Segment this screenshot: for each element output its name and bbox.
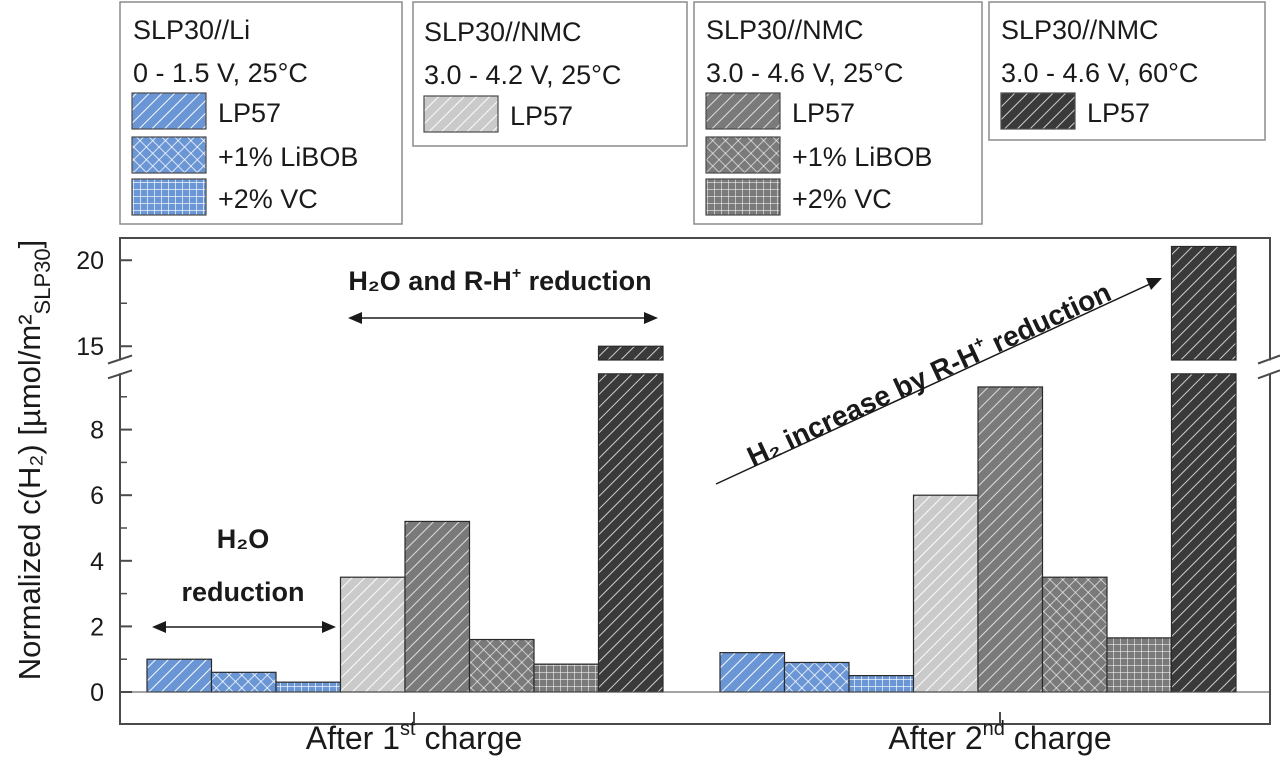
- legend-1-subtitle: 0 - 1.5 V, 25°C: [133, 58, 308, 88]
- legend-3-entry-3: +2% VC: [792, 184, 892, 214]
- arrow-right-icon: [322, 621, 336, 633]
- bar-series-1-cat-2: [719, 652, 786, 693]
- axis-break-mark: [107, 354, 133, 365]
- bar-series-3-cat-1: [275, 681, 342, 693]
- bar-series-6-cat-2: [1041, 576, 1108, 693]
- bar-series-8-cat-1-lower: [597, 373, 664, 693]
- legend-1-swatch-1: [131, 92, 207, 130]
- y-tick-label: 0: [90, 679, 104, 707]
- bar-series-5-cat-2: [977, 386, 1044, 693]
- arrow-left-icon: [152, 621, 166, 633]
- bar-series-6-cat-1: [468, 638, 535, 693]
- bar-series-8-cat-1-upper: [597, 345, 664, 361]
- y-tick-label: 8: [90, 417, 104, 445]
- x-category-label-1: After 1st charge: [306, 718, 523, 756]
- legend-1-swatch-2: [131, 136, 207, 174]
- annotation-h2-increase-arrow: [715, 282, 1153, 485]
- y-tick-label: 15: [76, 333, 104, 361]
- bar-series-2-cat-1: [210, 671, 277, 693]
- legend-1-entry-1: LP57: [218, 98, 281, 128]
- axis-break-mark: [107, 369, 133, 380]
- bar-series-8-cat-2-upper: [1170, 245, 1237, 361]
- y-tick-label: 2: [90, 613, 104, 641]
- legend-3-subtitle: 3.0 - 4.6 V, 25°C: [706, 58, 903, 88]
- bar-series-4-cat-1: [339, 576, 406, 693]
- annotation-h2o-rh: H₂O and R-H+ reduction: [348, 265, 651, 296]
- y-tick-label: 6: [90, 482, 104, 510]
- axis-break-gap: [112, 360, 130, 374]
- legend-1-title: SLP30//Li: [133, 15, 250, 45]
- legend-4-entry-1: LP57: [1087, 98, 1150, 128]
- y-axis-label: Normalized c(H₂) [µmol/m²SLP30]: [12, 240, 55, 680]
- legend-3-title: SLP30//NMC: [706, 15, 864, 45]
- legend-4-swatch-1: [1000, 92, 1076, 130]
- arrow-up-right-icon: [1146, 278, 1162, 290]
- annotation-h2o-line2: reduction: [181, 577, 304, 607]
- bar-series-8-cat-2-lower: [1170, 373, 1237, 693]
- legend-1-entry-2: +1% LiBOB: [218, 142, 358, 172]
- y-tick-label: 20: [76, 247, 104, 275]
- y-tick-label: 4: [90, 548, 104, 576]
- legend-3-swatch-2: [705, 136, 781, 174]
- axis-break-mark: [1257, 369, 1280, 380]
- legend-2-subtitle: 3.0 - 4.2 V, 25°C: [424, 60, 621, 90]
- bar-series-3-cat-2: [848, 674, 915, 693]
- legend-2-title: SLP30//NMC: [424, 17, 582, 47]
- legend-3-entry-2: +1% LiBOB: [792, 142, 932, 172]
- bar-series-7-cat-2: [1106, 637, 1173, 693]
- bar-series-7-cat-1: [533, 663, 600, 693]
- annotation-h2-increase: H₂ increase by R-H+ reduction: [742, 275, 1116, 473]
- bar-series-2-cat-2: [783, 661, 850, 693]
- bar-series-5-cat-1: [404, 520, 471, 693]
- arrow-right-icon: [644, 312, 658, 324]
- bar-series-4-cat-2: [912, 494, 979, 693]
- legend-3-entry-1: LP57: [792, 98, 855, 128]
- plot-frame: [119, 237, 1271, 725]
- y-axis: 0 2 4 6 8 15 20: [76, 247, 1280, 724]
- legend-4-subtitle: 3.0 - 4.6 V, 60°C: [1001, 58, 1198, 88]
- legend: SLP30//Li 0 - 1.5 V, 25°C LP57 +1% LiBOB…: [119, 1, 1266, 225]
- bar-series-1-cat-1: [146, 658, 213, 693]
- arrow-left-icon: [348, 312, 362, 324]
- legend-1-entry-3: +2% VC: [218, 184, 318, 214]
- legend-1-swatch-3: [131, 178, 207, 216]
- axis-break-gap: [1262, 360, 1278, 374]
- legend-4-title: SLP30//NMC: [1001, 15, 1159, 45]
- annotation-h2o-line1: H₂O: [217, 524, 270, 554]
- legend-3-swatch-1: [705, 92, 781, 130]
- axis-break-mark: [1257, 354, 1280, 365]
- legend-3-swatch-3: [705, 178, 781, 216]
- x-category-label-2: After 2nd charge: [888, 718, 1111, 756]
- legend-2-entry-1: LP57: [510, 101, 573, 131]
- legend-2-swatch-1: [423, 95, 499, 133]
- bars: [146, 245, 1237, 693]
